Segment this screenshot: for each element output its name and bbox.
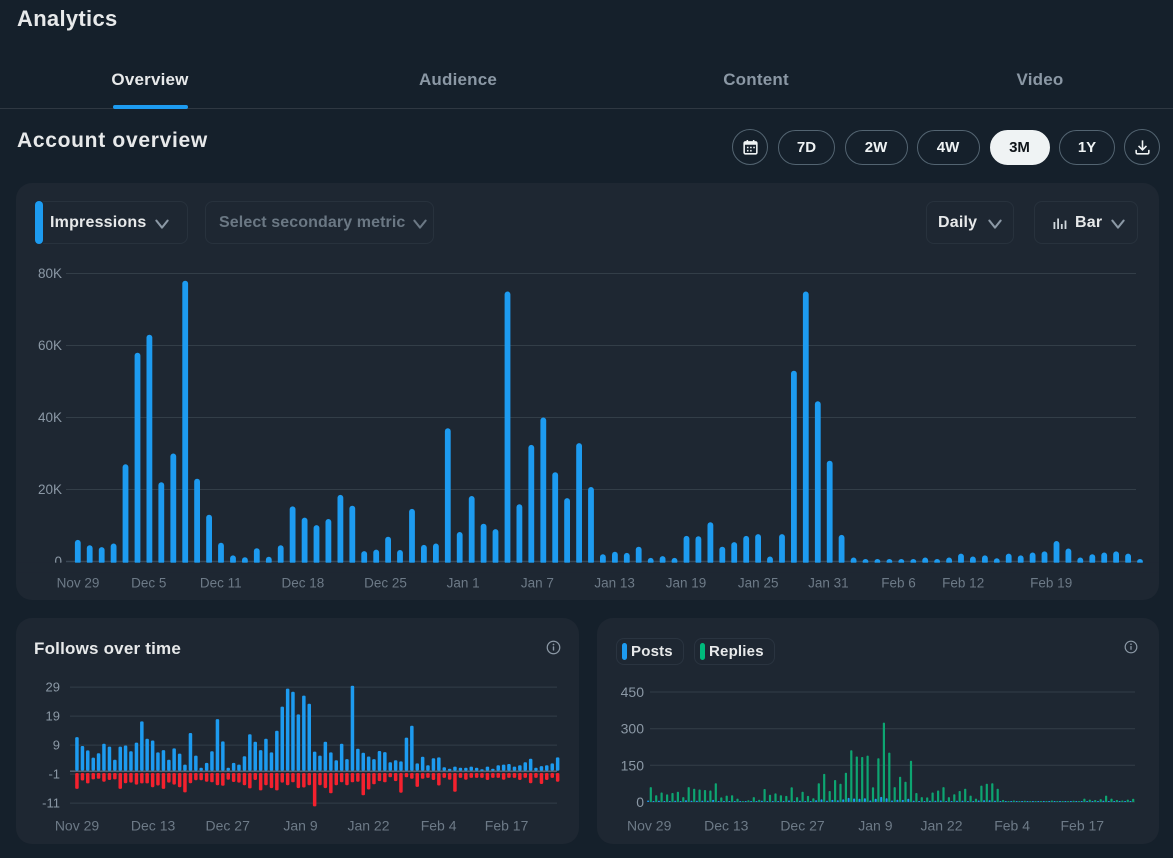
svg-text:300: 300: [621, 721, 645, 737]
svg-text:Feb 4: Feb 4: [421, 818, 457, 834]
svg-text:150: 150: [621, 757, 645, 773]
svg-text:Dec 25: Dec 25: [364, 576, 407, 591]
svg-text:0: 0: [636, 794, 644, 810]
svg-text:Jan 7: Jan 7: [521, 576, 554, 591]
svg-text:450: 450: [621, 684, 645, 700]
svg-text:Jan 22: Jan 22: [920, 818, 962, 834]
svg-text:Dec 11: Dec 11: [200, 576, 242, 591]
svg-text:Feb 6: Feb 6: [881, 576, 916, 591]
svg-text:Feb 4: Feb 4: [994, 818, 1030, 834]
svg-text:Nov 29: Nov 29: [627, 818, 672, 834]
svg-text:-1: -1: [48, 767, 60, 782]
svg-text:29: 29: [46, 680, 60, 695]
svg-text:40K: 40K: [38, 410, 62, 425]
svg-text:Feb 19: Feb 19: [1030, 576, 1072, 591]
svg-text:Jan 9: Jan 9: [283, 818, 317, 834]
svg-text:Feb 12: Feb 12: [942, 576, 984, 591]
svg-text:Feb 17: Feb 17: [485, 818, 529, 834]
svg-text:Jan 25: Jan 25: [738, 576, 779, 591]
svg-text:Dec 5: Dec 5: [131, 576, 166, 591]
svg-text:9: 9: [53, 738, 60, 753]
svg-text:Dec 27: Dec 27: [780, 818, 825, 834]
svg-text:Nov 29: Nov 29: [57, 576, 100, 591]
svg-text:80K: 80K: [38, 266, 62, 281]
svg-text:Jan 13: Jan 13: [594, 576, 635, 591]
svg-text:Jan 31: Jan 31: [808, 576, 849, 591]
svg-text:Dec 13: Dec 13: [131, 818, 176, 834]
svg-text:60K: 60K: [38, 338, 62, 353]
svg-text:19: 19: [46, 709, 60, 724]
svg-text:Jan 9: Jan 9: [858, 818, 892, 834]
svg-text:Jan 19: Jan 19: [666, 576, 707, 591]
svg-text:Jan 1: Jan 1: [447, 576, 480, 591]
svg-text:20K: 20K: [38, 482, 62, 497]
svg-text:Jan 22: Jan 22: [347, 818, 389, 834]
svg-text:Dec 27: Dec 27: [206, 818, 251, 834]
svg-text:Nov 29: Nov 29: [55, 818, 100, 834]
svg-text:Dec 13: Dec 13: [704, 818, 749, 834]
svg-text:Dec 18: Dec 18: [282, 576, 325, 591]
svg-text:0: 0: [54, 554, 62, 569]
svg-text:Feb 17: Feb 17: [1061, 818, 1105, 834]
svg-text:-11: -11: [42, 796, 60, 811]
